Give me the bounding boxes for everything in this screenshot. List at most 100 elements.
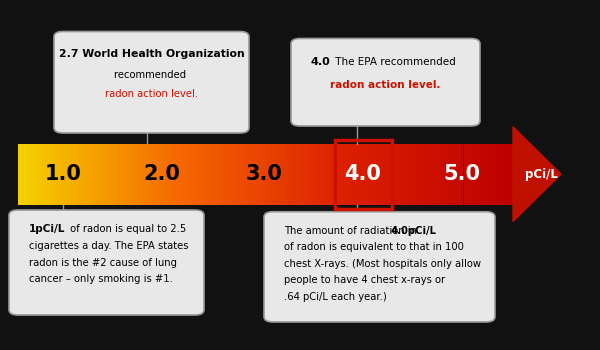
Bar [351, 144, 352, 205]
Bar [256, 144, 257, 205]
Bar [280, 144, 281, 205]
Bar [181, 144, 182, 205]
Bar [39, 144, 40, 205]
Bar [482, 144, 484, 205]
Bar [434, 144, 435, 205]
Bar [425, 144, 427, 205]
Bar [368, 144, 370, 205]
Bar [59, 144, 60, 205]
Bar [88, 144, 89, 205]
Bar [19, 144, 20, 205]
Bar [115, 144, 116, 205]
Bar [210, 144, 211, 205]
Bar [394, 144, 395, 205]
Bar [484, 144, 485, 205]
Bar [22, 144, 23, 205]
Bar [195, 144, 196, 205]
Bar [410, 144, 412, 205]
Bar [452, 144, 454, 205]
Bar [367, 144, 368, 205]
Bar [444, 144, 445, 205]
Bar [408, 144, 409, 205]
Bar [64, 144, 65, 205]
Bar [178, 144, 179, 205]
Bar [136, 144, 137, 205]
Bar [442, 144, 443, 205]
Bar [157, 144, 158, 205]
Bar [46, 144, 48, 205]
Bar [196, 144, 197, 205]
Text: 3.0: 3.0 [245, 164, 283, 184]
Polygon shape [513, 127, 561, 222]
Bar [355, 144, 356, 205]
Bar [464, 144, 465, 205]
Bar [400, 144, 401, 205]
Bar [436, 144, 437, 205]
Bar [268, 144, 269, 205]
Bar [320, 144, 321, 205]
Bar [357, 144, 358, 205]
Bar [134, 144, 136, 205]
Bar [373, 144, 374, 205]
Text: .64 pCi/L each year.): .64 pCi/L each year.) [284, 292, 386, 302]
Text: radon is the #2 cause of lung: radon is the #2 cause of lung [29, 258, 177, 268]
Bar [227, 144, 229, 205]
Bar [117, 144, 118, 205]
Bar [296, 144, 298, 205]
Bar [431, 144, 433, 205]
Bar [206, 144, 208, 205]
Bar [200, 144, 201, 205]
Bar [112, 144, 113, 205]
Bar [101, 144, 102, 205]
Bar [176, 144, 178, 205]
Bar [469, 144, 470, 205]
Bar [272, 144, 273, 205]
FancyBboxPatch shape [9, 210, 204, 315]
Bar [175, 144, 176, 205]
Bar [50, 144, 52, 205]
Text: of radon is equivalent to that in 100: of radon is equivalent to that in 100 [284, 242, 464, 252]
Bar [308, 144, 309, 205]
Text: recommended: recommended [114, 70, 189, 80]
Bar [83, 144, 85, 205]
Bar [103, 144, 104, 205]
Bar [86, 144, 88, 205]
Bar [54, 144, 55, 205]
Bar [311, 144, 313, 205]
Bar [232, 144, 233, 205]
Bar [231, 144, 232, 205]
Bar [295, 144, 296, 205]
Bar [269, 144, 271, 205]
Bar [237, 144, 238, 205]
Bar [292, 144, 293, 205]
Bar [479, 144, 481, 205]
Bar [163, 144, 164, 205]
Bar [315, 144, 316, 205]
Bar [350, 144, 351, 205]
Bar [182, 144, 184, 205]
Bar [384, 144, 386, 205]
Bar [190, 144, 191, 205]
Bar [146, 144, 148, 205]
Bar [193, 144, 194, 205]
Bar [265, 144, 267, 205]
Bar [214, 144, 215, 205]
Bar [194, 144, 195, 205]
FancyBboxPatch shape [264, 212, 495, 322]
Bar [477, 144, 478, 205]
Bar [169, 144, 170, 205]
Bar [242, 144, 243, 205]
Bar [121, 144, 122, 205]
Bar [398, 144, 399, 205]
Text: cigarettes a day. The EPA states: cigarettes a day. The EPA states [29, 241, 188, 251]
Bar [208, 144, 209, 205]
Bar [389, 144, 391, 205]
Bar [267, 144, 268, 205]
Bar [70, 144, 71, 205]
Bar [328, 144, 329, 205]
Bar [319, 144, 320, 205]
Bar [174, 144, 175, 205]
Bar [140, 144, 142, 205]
Bar [305, 144, 307, 205]
Bar [358, 144, 359, 205]
